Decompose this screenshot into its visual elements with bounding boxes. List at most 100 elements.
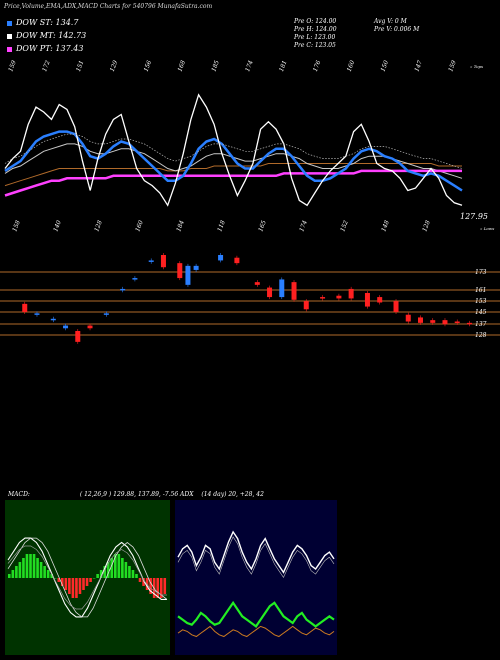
candle-body [234,257,240,264]
macd-histogram-bar [57,578,61,582]
candle-body [442,320,448,325]
indicator-caption: MACD: ( 12,26,9 ) 129.88, 137.89, -7.56 … [8,491,264,498]
top-label: 151 [75,60,85,73]
candle-body [218,255,224,261]
bottom-label: 128 [421,219,432,232]
candle-body [303,301,309,310]
candle-body [160,255,166,268]
candle-body [34,313,40,315]
macd-histogram-bar [106,562,110,578]
candle-body [279,279,285,298]
macd-histogram-bar [96,574,99,578]
candle-body [185,265,191,285]
quote-prev-high: Pre H: 124.00 [294,26,337,33]
band-label: 173 [475,269,487,276]
macd-histogram-bar [82,578,85,590]
macd-histogram-bar [50,574,53,578]
bottom-label: 118 [216,219,227,232]
quote-prev-close: Pre C: 123.05 [294,42,336,49]
macd-histogram-bar [110,558,114,578]
macd-histogram-bar [64,578,68,590]
macd-histogram-bar [85,578,89,586]
tops-note: « Tops [470,64,483,69]
legend-swatch-icon [7,46,12,52]
macd-histogram-bar [159,578,163,598]
candle-body [75,331,81,342]
macd-histogram-bar [29,554,32,578]
top-label: 185 [210,59,221,72]
envelope-upper-line [4,133,463,169]
bottom-label: 128 [93,219,104,232]
bottom-label: 184 [175,219,186,232]
plus-di-line [177,530,335,574]
macd-line [7,537,167,618]
macd-histogram-bar [138,578,142,582]
band-label: 137 [475,321,487,328]
band-label: 161 [475,287,486,294]
bottom-label: 152 [339,219,350,232]
macd-histogram-bar [156,578,159,598]
adx-line [177,625,335,638]
candle-body [267,287,273,298]
candle-body [63,325,69,329]
macd-histogram-bar [71,578,75,598]
candle-body [364,293,370,307]
signal-line [7,537,168,618]
macd-histogram-bar [163,578,167,594]
macd-histogram-bar [117,554,121,578]
macd-histogram-bar [89,578,92,582]
macd-histogram-bar [121,558,124,578]
legend-dow-pt: DOW PT: 137.43 [7,44,83,53]
macd-histogram-bar [75,578,78,598]
last-price-label: 127.95 [460,212,488,221]
quote-prev-volume: Pre V: 0.006 M [374,26,420,33]
macd-caption: MACD: [8,491,30,498]
candle-body [393,301,399,312]
macd-histogram-bar [124,562,128,578]
legend-dow-st: DOW ST: 134.7 [7,18,78,27]
macd-histogram-bar [39,562,43,578]
candle-body [120,288,126,291]
top-label: 147 [413,59,424,72]
candle-body [336,295,342,299]
macd-histogram-bar [43,566,46,578]
macd-histogram-bar [131,570,135,578]
candle-body [466,322,472,325]
bottom-label: 160 [134,219,145,232]
candle-body [320,297,326,299]
candle-body [405,314,411,322]
macd-histogram-bar [32,554,36,578]
top-label: 172 [41,59,52,72]
band-label: 145 [475,309,487,316]
bottom-label: 140 [52,219,63,232]
quote-prev-low: Pre L: 123.00 [294,34,336,41]
macd-histogram-bar [22,558,25,578]
macd-histogram-bar [78,578,82,594]
top-label: 159 [7,59,18,72]
top-label: 168 [177,59,188,72]
macd-histogram-bar [68,578,71,594]
macd-values: ( 12,26,9 ) 129.88, 137.89, -7.56 ADX [79,491,194,498]
lows-note: « Lows [480,226,494,231]
candle-body [430,320,436,323]
band-label: 153 [475,298,487,305]
macd-histogram-bar [53,578,57,579]
band-label: 128 [475,332,487,339]
macd-histogram-bar [92,578,96,579]
ema-mid-line [4,143,463,179]
bottom-label: 148 [380,219,391,232]
candle-body [177,263,183,279]
macd-histogram-bar [103,566,106,578]
ema-short-line [4,130,463,192]
candle-body [50,318,56,321]
candle-body [87,325,93,329]
macd-histogram-bar [15,566,18,578]
macd-histogram-bar [135,574,138,578]
plus-di-echo-line [177,536,335,579]
bottom-label: 158 [11,219,22,232]
ema-long-line [4,163,462,187]
top-label: 150 [380,59,391,72]
adx-values: (14 day) 20, +28, 42 [201,491,264,498]
price-line [4,93,463,207]
